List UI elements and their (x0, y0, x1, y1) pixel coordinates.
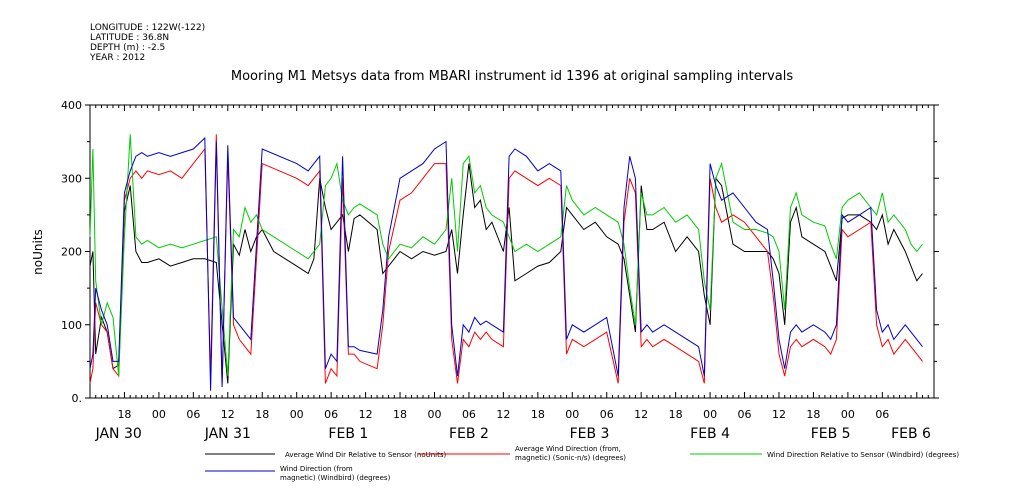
series-line-4 (89, 136, 923, 391)
x-tick-label: 18 (531, 408, 545, 421)
x-tick-label: 00 (290, 408, 304, 421)
x-day-label: FEB 3 (570, 426, 610, 442)
x-tick-label: 06 (462, 408, 476, 421)
x-day-label: FEB 6 (891, 426, 931, 442)
y-axis: 0. 100 200 300 400 (61, 99, 939, 405)
legend-label-4: magnetic) (Windbird) (degrees) (280, 474, 391, 482)
x-tick-label: 18 (669, 408, 683, 421)
x-tick-label: 00 (703, 408, 717, 421)
x-tick-label: 00 (841, 408, 855, 421)
x-tick-label: 12 (772, 408, 786, 421)
meta-year: YEAR : 2012 (89, 53, 145, 63)
legend-label-1: Average Wind Dir Relative to Sensor (noU… (285, 451, 446, 459)
legend-label-4: Wind Direction (from (280, 465, 353, 473)
x-tick-label: 12 (359, 408, 373, 421)
legend: Average Wind Dir Relative to Sensor (noU… (205, 445, 959, 482)
series-group (89, 134, 923, 391)
legend-label-3: Wind Direction Relative to Sensor (Windb… (767, 451, 959, 459)
x-tick-label: 06 (875, 408, 889, 421)
x-tick-label: 06 (600, 408, 614, 421)
x-tick-label: 18 (393, 408, 407, 421)
series-line-1 (89, 163, 923, 384)
x-tick-label: 06 (324, 408, 338, 421)
meta-depth: DEPTH (m) : -2.5 (90, 43, 165, 53)
y-tick-label: 300 (61, 172, 82, 185)
legend-label-2: magnetic) (Sonic-n/s) (degrees) (515, 454, 626, 462)
x-day-label: FEB 5 (811, 426, 851, 442)
y-axis-label: noUnits (31, 229, 45, 275)
x-tick-label: 00 (565, 408, 579, 421)
chart-title: Mooring M1 Metsys data from MBARI instru… (231, 69, 793, 84)
x-day-label: FEB 4 (690, 426, 730, 442)
x-tick-label: 18 (255, 408, 269, 421)
meta-longitude: LONGITUDE : 122W(-122) (90, 23, 205, 33)
x-day-label: FEB 2 (449, 426, 489, 442)
x-tick-label: 12 (634, 408, 648, 421)
x-tick-label: 00 (152, 408, 166, 421)
x-tick-label: 06 (186, 408, 200, 421)
x-tick-label: 00 (427, 408, 441, 421)
x-day-label: JAN 30 (95, 426, 142, 442)
x-day-label: JAN 31 (204, 426, 251, 442)
x-tick-label: 06 (738, 408, 752, 421)
y-tick-label: 100 (61, 319, 82, 332)
meta-latitude: LATITUDE : 36.8N (90, 33, 169, 43)
x-tick-label: 18 (117, 408, 131, 421)
y-tick-label: 400 (61, 99, 82, 112)
x-axis: 18 00 06 12 18 00 06 12 18 00 06 12 18 00 06 12 18 00 06 12… (89, 105, 935, 442)
x-tick-label: 18 (806, 408, 820, 421)
x-tick-label: 12 (496, 408, 510, 421)
y-tick-label: 200 (61, 246, 82, 259)
y-tick-label: 0. (72, 392, 83, 405)
legend-label-2: Average Wind Direction (from, (515, 445, 621, 453)
x-day-label: FEB 1 (328, 426, 368, 442)
x-tick-label: 12 (221, 408, 235, 421)
series-line-3 (89, 134, 923, 377)
